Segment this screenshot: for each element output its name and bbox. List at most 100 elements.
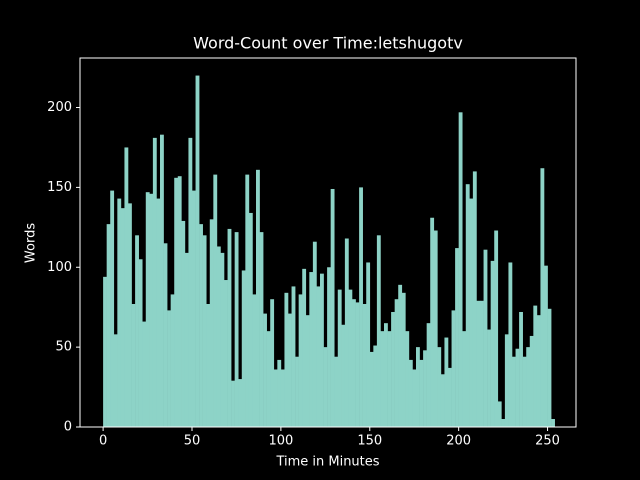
bar [394, 299, 399, 427]
bar [110, 190, 115, 427]
bar [401, 292, 406, 427]
bar [163, 243, 168, 427]
bar [309, 272, 314, 427]
bar [533, 305, 538, 427]
bar [519, 311, 523, 427]
bar [320, 273, 324, 427]
bar [266, 331, 271, 427]
bar [490, 260, 495, 427]
bar [522, 356, 527, 427]
bar [334, 356, 339, 427]
bar [398, 284, 403, 427]
bar [113, 334, 118, 427]
bar [156, 198, 161, 427]
bar [362, 304, 367, 427]
bar [174, 177, 179, 427]
bar [241, 270, 246, 427]
bar [298, 294, 303, 427]
bar [444, 337, 449, 427]
x-tick-label: 0 [99, 434, 107, 449]
bar [366, 262, 371, 427]
bar [209, 219, 214, 427]
bar [202, 235, 207, 427]
bar [188, 137, 193, 428]
bar [231, 380, 235, 427]
bar [280, 369, 285, 427]
bar [252, 294, 257, 427]
bar [330, 188, 335, 427]
bar [437, 347, 442, 427]
bar [312, 241, 317, 427]
bar [128, 203, 132, 427]
bar [359, 187, 363, 427]
bar [455, 248, 459, 427]
bar [224, 280, 228, 427]
bar [448, 367, 452, 427]
x-tick-label: 150 [357, 434, 382, 449]
bar [206, 304, 211, 427]
bar [512, 356, 516, 427]
bar [327, 267, 331, 427]
bar [117, 198, 122, 427]
bar [291, 286, 296, 427]
bar [348, 289, 353, 427]
bar [547, 308, 552, 427]
bar [245, 174, 250, 427]
bar [167, 310, 171, 427]
bar [316, 286, 321, 427]
bar [508, 262, 513, 427]
bar [263, 313, 267, 427]
y-tick-label: 50 [55, 340, 72, 355]
bar [177, 176, 182, 427]
bar [213, 174, 218, 427]
bar [355, 302, 360, 427]
bar [480, 300, 484, 427]
bar [430, 217, 435, 427]
bar [277, 359, 282, 427]
bar [536, 315, 541, 427]
bar [305, 315, 310, 427]
bar [295, 356, 299, 427]
bar [302, 268, 307, 427]
bar [181, 220, 186, 427]
bar [341, 324, 346, 427]
bar [220, 252, 225, 427]
bar [103, 276, 107, 427]
chart-title: Word-Count over Time:letshugotv [193, 34, 463, 53]
bar [199, 224, 203, 427]
x-tick-label: 250 [535, 434, 560, 449]
bar [373, 345, 378, 427]
bar [391, 311, 395, 427]
bar [160, 134, 164, 427]
bar [426, 323, 431, 427]
bar [433, 230, 438, 427]
bar [419, 359, 424, 427]
bar [469, 198, 474, 427]
bar [451, 310, 456, 427]
bar [494, 230, 499, 427]
y-tick-label: 150 [47, 180, 72, 195]
bar [440, 374, 445, 427]
bar [195, 75, 200, 428]
bar [551, 419, 555, 427]
bar [323, 347, 328, 427]
bar [352, 299, 356, 427]
bar [149, 193, 154, 427]
bar [476, 300, 481, 427]
bar [227, 228, 232, 427]
bar [273, 369, 278, 427]
bar [529, 335, 534, 427]
x-tick-label: 50 [184, 434, 201, 449]
bar [384, 323, 388, 427]
bar [387, 331, 392, 427]
bar [515, 348, 520, 427]
x-tick-label: 100 [268, 434, 293, 449]
bar [337, 289, 342, 427]
bar [416, 347, 420, 427]
bar [483, 249, 488, 427]
bar [462, 331, 467, 427]
bar [142, 321, 147, 427]
x-tick-label: 200 [446, 434, 471, 449]
plot-frame [79, 57, 577, 428]
